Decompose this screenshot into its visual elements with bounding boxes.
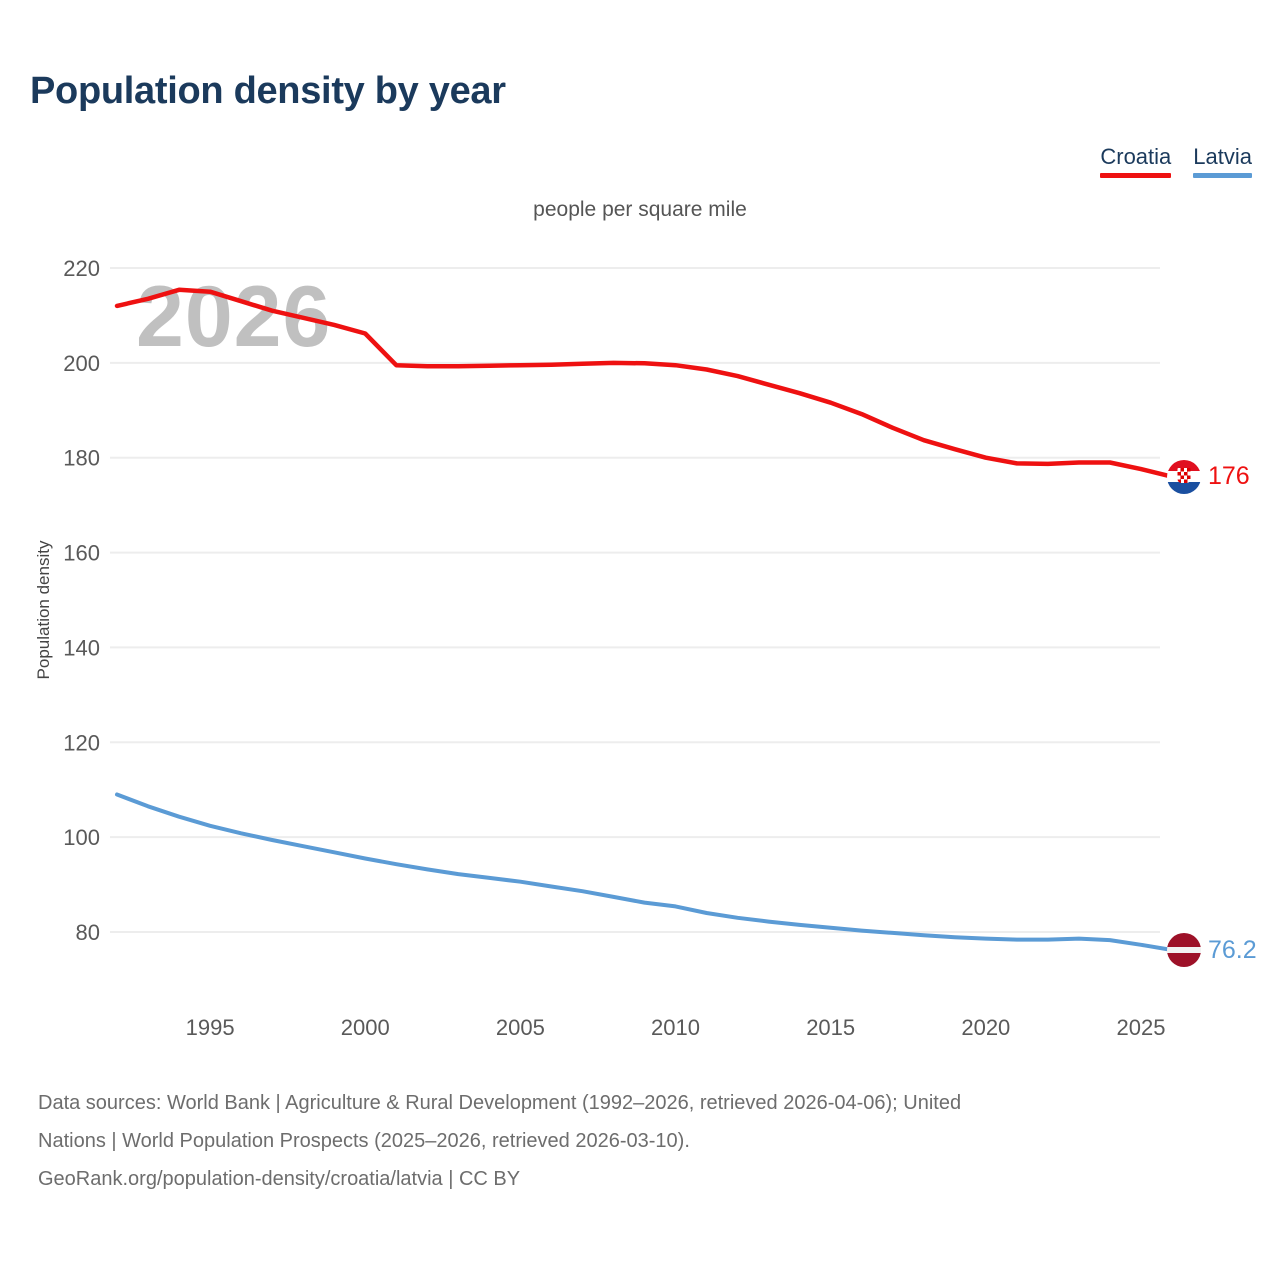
y-tick-label: 100 bbox=[63, 825, 100, 850]
x-tick-label: 2000 bbox=[341, 1015, 390, 1040]
x-tick-label: 2010 bbox=[651, 1015, 700, 1040]
legend-label-croatia: Croatia bbox=[1100, 144, 1172, 169]
gridlines bbox=[110, 267, 1160, 933]
end-value-croatia: 176 bbox=[1208, 462, 1250, 491]
y-tick-label: 220 bbox=[63, 256, 100, 281]
y-tick-label: 180 bbox=[63, 446, 100, 471]
x-tick-label: 1995 bbox=[186, 1015, 235, 1040]
series-line-latvia[interactable] bbox=[115, 792, 1174, 952]
legend-swatch-latvia bbox=[1193, 173, 1252, 178]
y-tick-label: 140 bbox=[63, 635, 100, 660]
y-tick-label: 120 bbox=[63, 730, 100, 755]
croatia-flag-icon bbox=[1167, 459, 1201, 494]
legend-label-latvia: Latvia bbox=[1193, 144, 1252, 169]
x-tick-label: 2015 bbox=[806, 1015, 855, 1040]
legend-item-latvia[interactable]: Latvia bbox=[1193, 144, 1252, 178]
chart-subtitle: people per square mile bbox=[533, 198, 747, 221]
legend: Croatia Latvia bbox=[1100, 144, 1252, 178]
latvia-flag-icon bbox=[1167, 933, 1201, 967]
x-tick-label: 2025 bbox=[1116, 1015, 1165, 1040]
y-tick-label: 80 bbox=[76, 920, 100, 945]
footer-sources: Data sources: World Bank | Agriculture &… bbox=[38, 1084, 1258, 1198]
y-tick-labels: 80 100 120 140 160 180 200 220 bbox=[63, 256, 100, 945]
footer-line-3: GeoRank.org/population-density/croatia/l… bbox=[38, 1168, 521, 1190]
chart-canvas: 80 100 120 140 160 180 200 220 1995 2000 2005 2010… bbox=[63, 256, 1175, 1040]
series-line-croatia[interactable] bbox=[114, 287, 1175, 479]
end-value-latvia: 76.2 bbox=[1208, 935, 1257, 964]
y-tick-label: 200 bbox=[63, 351, 100, 376]
plot-area: Population density 2026 80 100 120 140 160 18… bbox=[34, 256, 1257, 1040]
x-tick-label: 2020 bbox=[961, 1015, 1010, 1040]
x-tick-labels: 1995 2000 2005 2010 2015 2020 2025 bbox=[186, 1015, 1166, 1040]
end-label-latvia: 76.2 bbox=[1167, 933, 1257, 967]
y-tick-label: 160 bbox=[63, 541, 100, 566]
legend-swatch-croatia bbox=[1100, 173, 1172, 178]
legend-item-croatia[interactable]: Croatia bbox=[1100, 144, 1172, 178]
footer-line-1: Data sources: World Bank | Agriculture &… bbox=[38, 1092, 962, 1114]
x-tick-label: 2005 bbox=[496, 1015, 545, 1040]
end-label-croatia: 176 bbox=[1167, 459, 1250, 494]
series-lines bbox=[114, 287, 1175, 952]
page-title: Population density by year bbox=[30, 70, 506, 112]
footer-line-2: Nations | World Population Prospects (20… bbox=[38, 1130, 690, 1152]
